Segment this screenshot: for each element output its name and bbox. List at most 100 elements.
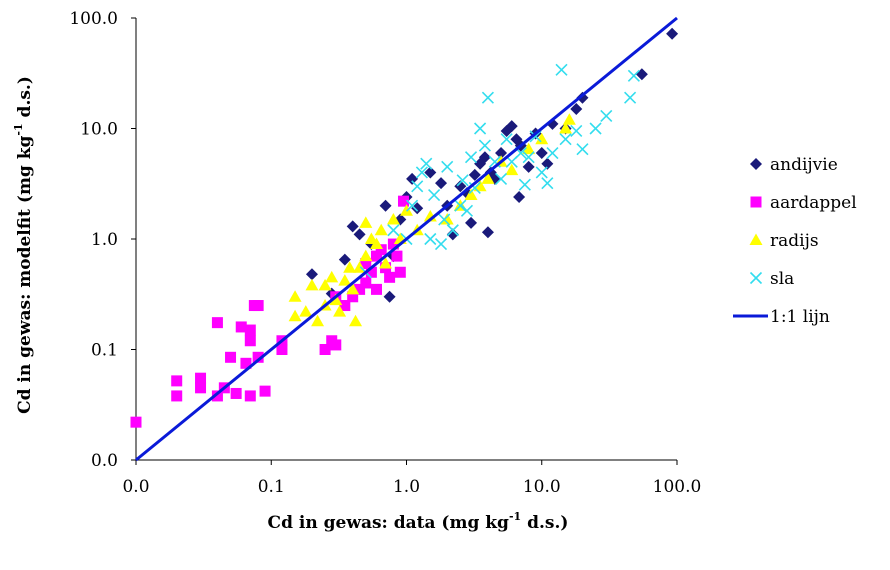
aardappel-point [360, 277, 372, 289]
andijvie-point [406, 172, 419, 185]
radijs-point [559, 122, 573, 134]
legend-swatch-diamond [750, 158, 762, 170]
sla-point [522, 151, 535, 164]
sla-point [546, 146, 559, 160]
sla-point [456, 174, 469, 187]
radijs-point [346, 282, 360, 295]
x-tick-label: 100.0 [653, 477, 702, 497]
radijs-point [318, 278, 332, 291]
aardappel-point [330, 339, 342, 351]
x-tick-label: 10.0 [523, 477, 561, 497]
andijvie-point [383, 290, 396, 303]
radijs-point [505, 163, 519, 176]
aardappel-point [339, 300, 351, 312]
sla-point [474, 122, 487, 135]
andijvie-point [468, 168, 481, 181]
sla-point [494, 172, 508, 185]
aardappel-point [195, 372, 207, 384]
sla-point [415, 166, 428, 179]
radijs-point [481, 172, 495, 184]
radijs-point [288, 290, 302, 302]
aardappel-point [235, 321, 247, 333]
aardappel-point [370, 250, 382, 262]
sla-point [454, 199, 467, 212]
legend-label: 1:1 lijn [770, 307, 830, 327]
radijs-point [379, 257, 393, 269]
legend-label: aardappel [770, 193, 857, 213]
aardappel-point [276, 344, 288, 355]
andijvie-point [495, 147, 508, 160]
sla-point [434, 237, 448, 251]
sla-point [446, 224, 459, 237]
aardappel-point [354, 283, 366, 295]
y-tick-label: 10.0 [80, 120, 118, 140]
sla-point [535, 166, 548, 179]
sla-point [576, 143, 589, 156]
aardappel-point [360, 258, 372, 270]
x-axis-title: Cd in gewas: data (mg kg-1 d.s.) [268, 510, 569, 533]
x-tick-label: 0.1 [258, 477, 285, 497]
sla-point [481, 91, 494, 104]
aardappel-point [375, 244, 387, 256]
y-axis-title: Cd in gewas: modelfit (mg kg-1 d.s.) [12, 76, 35, 414]
radijs-point [562, 113, 576, 125]
legend-swatch-cross [749, 271, 763, 285]
andijvie-point [535, 147, 548, 160]
aardappel-point [195, 382, 207, 394]
sla-point [460, 204, 474, 217]
sla-point [555, 63, 568, 76]
y-tick-label: 1.0 [91, 230, 118, 250]
aardappel-point [365, 266, 377, 278]
sla-point [478, 139, 491, 152]
sla-point [441, 160, 454, 173]
aardappel-point [244, 390, 256, 402]
one-to-one-line [135, 16, 678, 462]
radijs-point [440, 213, 454, 225]
aardappel-point [370, 283, 382, 295]
y-tick-label: 0.1 [91, 341, 118, 361]
x-axis-title-tail: d.s.) [521, 513, 568, 533]
legend-label: sla [770, 269, 794, 289]
aardappel-point [259, 385, 271, 397]
sla-point [518, 178, 531, 191]
sla-point [424, 232, 437, 246]
one-to-one-line-layer [135, 16, 678, 462]
radijs-point [386, 213, 400, 225]
andijvie-point [666, 27, 679, 40]
radijs-point [311, 314, 325, 327]
sla-point [541, 177, 554, 190]
aardappel-point [230, 387, 242, 399]
legend: andijvie aardappel radijs sla 1:1 lijn [733, 155, 857, 327]
radijs-point [400, 204, 413, 216]
andijvie-point [435, 177, 448, 190]
x-tick-label: 0.0 [122, 477, 149, 497]
sla-point [500, 133, 513, 146]
radijs-point [333, 305, 347, 317]
andijvie-point [465, 216, 478, 229]
sla-point [600, 109, 613, 122]
andijvie-point [541, 157, 554, 170]
radijs-point [349, 314, 363, 327]
radijs-point [369, 237, 383, 250]
aardappel-point [211, 390, 223, 402]
aardappel-point [252, 351, 264, 363]
radijs-point [288, 309, 302, 322]
aardappel-point [347, 291, 359, 303]
andijvie-point [346, 220, 359, 233]
radijs-point [535, 132, 549, 145]
andijvie-point [353, 228, 366, 241]
data-points [130, 27, 679, 428]
aardappel-point [130, 416, 142, 428]
sla-point [468, 181, 481, 194]
aardappel-point [387, 238, 399, 250]
y-axis-title-tail: d.s.) [15, 76, 35, 123]
radijs-point [299, 305, 313, 317]
aardappel-point [391, 250, 403, 262]
sla-point [387, 224, 400, 237]
radijs-point [374, 223, 388, 236]
radijs-point [522, 142, 536, 155]
y-tick-label: 100.0 [69, 9, 118, 29]
aardappel-point [394, 266, 406, 278]
radijs-point [305, 278, 319, 291]
legend-label: radijs [770, 231, 819, 251]
